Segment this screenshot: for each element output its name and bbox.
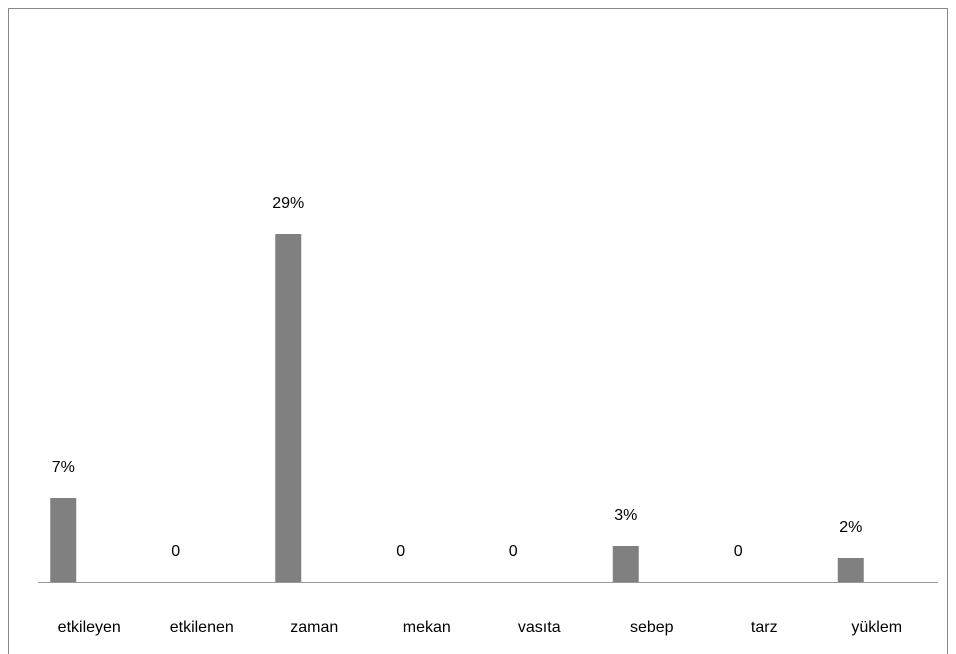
data-label: 0 [396,543,405,560]
x-tick-label: tarz [751,619,778,636]
bar [837,558,864,582]
data-label: 29% [272,195,304,212]
x-tick-label: yüklem [851,619,902,636]
data-label: 0 [734,543,743,560]
data-label: 7% [52,459,75,476]
chart-frame [8,8,948,654]
x-tick-label: etkileyen [58,619,121,636]
data-label: 0 [171,543,180,560]
x-tick-label: vasıta [518,619,561,636]
x-tick-label: sebep [630,619,674,636]
x-tick-label: mekan [403,619,451,636]
data-label: 2% [839,519,862,536]
bar [50,498,77,582]
x-tick-label: etkilenen [170,619,234,636]
bar [275,234,302,582]
data-label: 3% [614,507,637,524]
data-label: 0 [509,543,518,560]
bar [612,546,639,582]
x-tick-label: zaman [290,619,338,636]
